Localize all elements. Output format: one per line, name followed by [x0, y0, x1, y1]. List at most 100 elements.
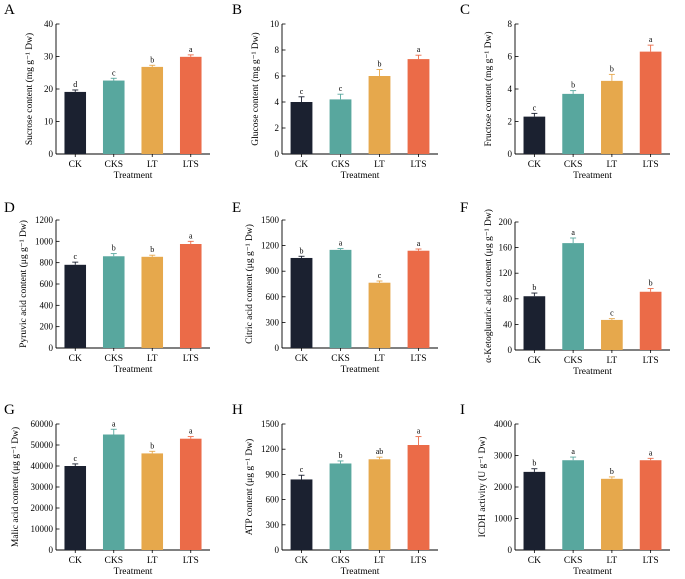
bar-ck: [523, 471, 546, 550]
panel-d: D 0 200 400 600 800 1000 1200 c CK b CKS b LT a LTS Trea…: [4, 200, 210, 375]
x-tick-label: CK: [528, 556, 541, 566]
significance-letter: a: [339, 239, 343, 248]
panel-a: A 0 10 20 30 40 d CK c CKS b LT a LTS Treatment Sucrose…: [4, 2, 210, 181]
y-tick-label: 8: [508, 19, 513, 29]
bar-lt: [141, 453, 164, 550]
x-axis-title: Treatment: [341, 365, 380, 375]
significance-letter: b: [339, 451, 343, 460]
y-tick-label: 3000: [494, 451, 513, 461]
significance-letter: a: [417, 45, 421, 54]
panel-letter: I: [460, 402, 465, 418]
x-tick-label: LTS: [410, 556, 426, 566]
x-tick-label: LT: [374, 556, 385, 566]
significance-letter: b: [610, 64, 614, 73]
bar-cks: [329, 249, 352, 348]
y-tick-label: 1200: [261, 241, 280, 251]
x-tick-label: CKS: [105, 556, 123, 566]
y-axis-title: Sucrose content (mg g⁻¹ Dw): [24, 33, 35, 145]
significance-letter: a: [189, 427, 193, 436]
y-tick-label: 2: [275, 123, 280, 133]
x-tick-label: CKS: [564, 556, 582, 566]
x-tick-label: LT: [607, 356, 618, 366]
y-tick-label: 400: [40, 300, 54, 310]
y-tick-label: 1200: [35, 215, 54, 225]
x-tick-label: LTS: [643, 160, 659, 170]
y-tick-label: 0: [508, 149, 513, 159]
significance-letter: a: [189, 45, 193, 54]
bar-ck: [64, 91, 87, 154]
x-tick-label: LTS: [183, 160, 199, 170]
y-axis-title: Citric acid content (μg g⁻¹ Dw): [244, 224, 255, 344]
significance-letter: c: [610, 309, 614, 318]
y-tick-label: 600: [266, 292, 280, 302]
y-tick-label: 30: [44, 52, 54, 62]
significance-letter: a: [571, 228, 575, 237]
bar-lt: [368, 76, 391, 154]
bar-lt: [368, 459, 391, 550]
x-axis-title: Treatment: [114, 567, 153, 577]
y-tick-label: 1200: [261, 444, 280, 454]
significance-letter: b: [378, 60, 382, 69]
y-tick-label: 900: [266, 266, 280, 276]
y-axis-title: α-Ketoglutaric acid content (μg g⁻¹ Dw): [483, 209, 494, 363]
x-tick-label: LT: [147, 354, 158, 364]
y-tick-label: 160: [499, 243, 513, 253]
y-tick-label: 300: [266, 520, 280, 530]
x-tick-label: CKS: [331, 160, 349, 170]
x-tick-label: LTS: [410, 354, 426, 364]
bar-lts: [407, 59, 430, 154]
panel-letter: B: [232, 2, 242, 18]
y-tick-label: 40: [503, 319, 513, 329]
significance-letter: c: [73, 454, 77, 463]
y-tick-label: 4: [275, 97, 280, 107]
y-axis-title: Malic acid content (μg g⁻¹ Dw): [10, 427, 21, 547]
panel-letter: F: [460, 200, 468, 216]
y-tick-label: 40: [44, 19, 54, 29]
panel-c: C 0 2 4 6 8 c CK b CKS b LT a LTS Treatment Fructose co…: [460, 2, 670, 181]
y-tick-label: 0: [275, 343, 280, 353]
panel-letter: H: [232, 402, 243, 418]
y-tick-label: 0: [49, 545, 54, 555]
y-tick-label: 600: [40, 279, 54, 289]
y-tick-label: 900: [266, 469, 280, 479]
y-tick-label: 120: [499, 268, 513, 278]
y-axis-title: Glucose content (mg g⁻¹ Dw): [250, 32, 261, 145]
x-axis-title: Treatment: [114, 365, 153, 375]
x-tick-label: CK: [295, 556, 308, 566]
y-tick-label: 0: [508, 545, 513, 555]
significance-letter: b: [610, 467, 614, 476]
y-tick-label: 4000: [494, 419, 513, 429]
bar-ck: [290, 102, 313, 154]
significance-letter: b: [300, 246, 304, 255]
panel-b: B 0 2 4 6 8 10 c CK c CKS b LT a LTS Treatment Glucose c…: [232, 2, 438, 181]
y-tick-label: 6: [275, 71, 280, 81]
y-tick-label: 200: [40, 322, 54, 332]
significance-letter: d: [73, 80, 77, 89]
x-tick-label: LTS: [183, 354, 199, 364]
y-tick-label: 4: [508, 84, 513, 94]
bar-cks: [102, 434, 125, 550]
x-tick-label: CK: [528, 356, 541, 366]
y-tick-label: 0: [508, 345, 513, 355]
y-tick-label: 1500: [261, 215, 280, 225]
y-tick-label: 0: [275, 149, 280, 159]
x-tick-label: CKS: [105, 160, 123, 170]
y-tick-label: 8: [275, 45, 280, 55]
y-tick-label: 1000: [35, 236, 54, 246]
significance-letter: c: [378, 271, 382, 280]
panel-h: H 0 300 600 900 1200 1500 c CK b CKS ab LT a LTS Treatm…: [232, 402, 438, 577]
x-axis-title: Treatment: [341, 567, 380, 577]
panel-f: F 0 40 80 120 160 200 b CK a CKS c LT b LTS Treatment α-…: [460, 200, 670, 377]
x-tick-label: CK: [69, 556, 82, 566]
x-tick-label: CKS: [564, 356, 582, 366]
significance-letter: a: [417, 239, 421, 248]
x-tick-label: CKS: [331, 556, 349, 566]
y-tick-label: 2: [508, 117, 513, 127]
bar-ck: [290, 479, 313, 550]
y-tick-label: 20000: [31, 503, 54, 513]
y-tick-label: 600: [266, 495, 280, 505]
y-tick-label: 50000: [31, 440, 54, 450]
y-tick-label: 1000: [494, 514, 513, 524]
bar-cks: [562, 460, 584, 550]
